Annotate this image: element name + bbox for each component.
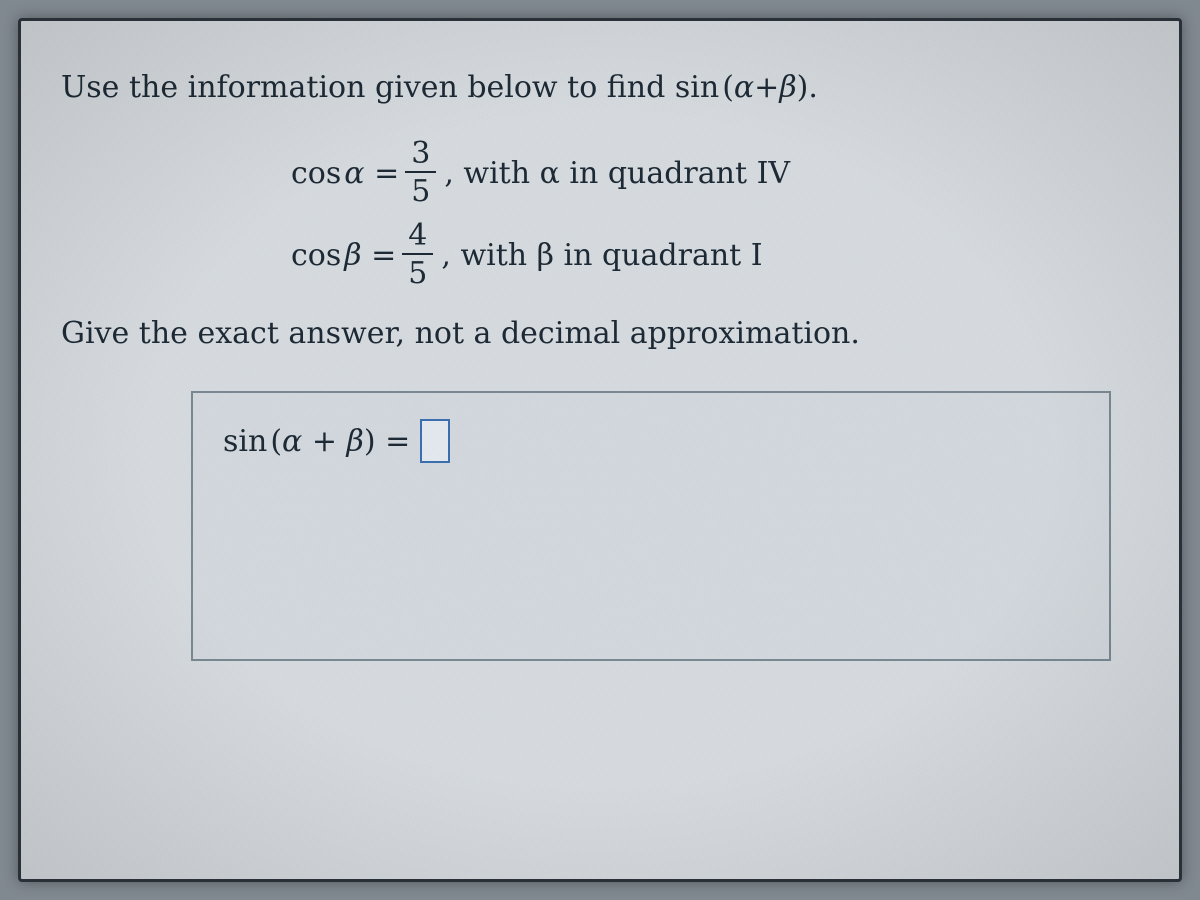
given-row-alpha: cos α = 3 5 , with α in quadrant IV <box>61 139 1139 207</box>
given1-var: α <box>344 156 364 191</box>
instruction-line: Give the exact answer, not a decimal app… <box>61 313 1139 355</box>
target-fn: sin <box>675 70 719 105</box>
answer-box: sin (α + β) = <box>191 391 1111 661</box>
given2-fn: cos <box>291 238 341 273</box>
prompt-line: Use the information given below to find … <box>61 67 1139 109</box>
given2-num: 4 <box>402 221 433 253</box>
target-close: ). <box>797 70 818 105</box>
given2-var: β <box>344 238 361 273</box>
target-op: + <box>754 70 779 105</box>
given1-den: 5 <box>405 171 436 207</box>
given2-eq: = <box>362 238 397 273</box>
answer-close: ) <box>364 424 376 459</box>
given-row-beta: cos β = 4 5 , with β in quadrant I <box>61 221 1139 289</box>
answer-var1: α <box>282 424 302 459</box>
answer-input[interactable] <box>420 419 450 463</box>
target-open: ( <box>722 70 734 105</box>
answer-line: sin (α + β) = <box>223 419 1079 463</box>
given1-after: , with α in quadrant IV <box>444 156 790 191</box>
given1-eq: = <box>365 156 400 191</box>
given2-fraction: 4 5 <box>402 221 433 289</box>
given1-fraction: 3 5 <box>405 139 436 207</box>
given1-num: 3 <box>405 139 436 171</box>
given2-after: , with β in quadrant I <box>441 238 762 273</box>
question-card: Use the information given below to find … <box>18 18 1182 882</box>
answer-eq: = <box>376 424 411 459</box>
answer-open: ( <box>270 424 282 459</box>
answer-op: + <box>302 424 346 459</box>
target-var1: α <box>734 70 754 105</box>
answer-var2: β <box>347 424 364 459</box>
given2-den: 5 <box>402 253 433 289</box>
answer-fn: sin <box>223 424 267 459</box>
given-block: cos α = 3 5 , with α in quadrant IV cos … <box>61 139 1139 289</box>
target-var2: β <box>779 70 796 105</box>
prompt-prefix: Use the information given below to find <box>61 70 675 105</box>
given1-fn: cos <box>291 156 341 191</box>
